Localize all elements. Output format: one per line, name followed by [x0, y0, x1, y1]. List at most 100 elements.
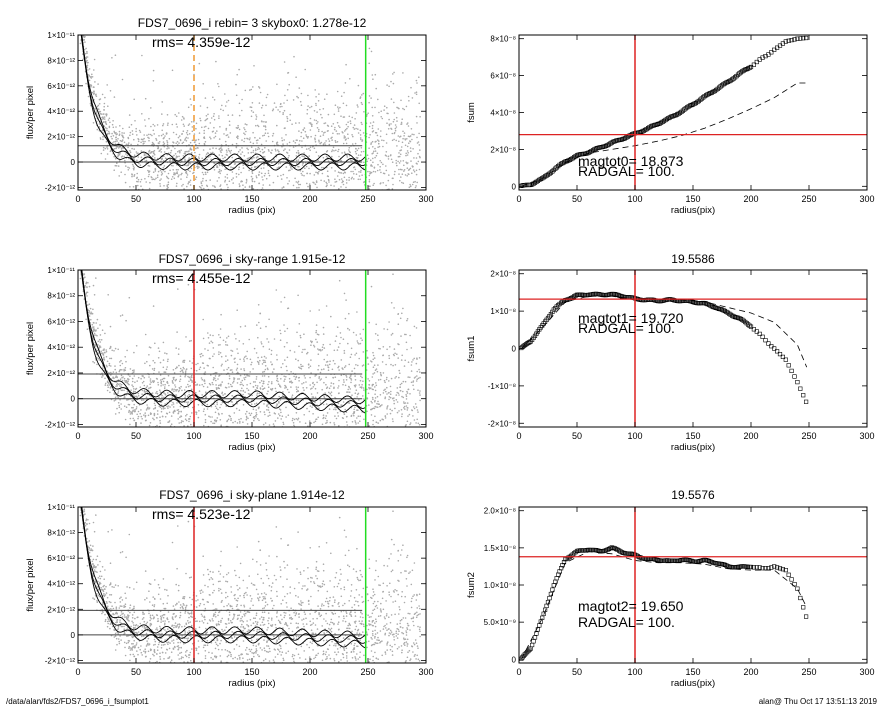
x-tick-label: 250 — [801, 194, 816, 204]
scatter-point — [294, 378, 297, 381]
scatter-point — [312, 181, 314, 184]
scatter-point — [316, 392, 319, 394]
scatter-point — [162, 391, 165, 394]
scatter-point — [79, 42, 82, 45]
scatter-point — [334, 181, 337, 183]
scatter-point — [163, 185, 165, 187]
scatter-point — [100, 339, 103, 341]
scatter-point — [346, 197, 348, 199]
scatter-point — [139, 181, 142, 183]
scatter-point — [271, 140, 274, 143]
scatter-point — [218, 353, 220, 356]
scatter-point — [263, 355, 266, 358]
scatter-point — [393, 441, 395, 443]
scatter-point — [383, 240, 385, 242]
scatter-point — [261, 436, 263, 438]
scatter-point — [187, 163, 190, 165]
scatter-point — [270, 353, 273, 356]
scatter-point — [375, 421, 378, 424]
scatter-point — [319, 379, 322, 381]
scatter-point — [164, 386, 166, 388]
scatter-point — [215, 206, 217, 208]
scatter-point — [79, 252, 81, 254]
scatter-point — [334, 376, 337, 379]
scatter-point — [119, 364, 122, 367]
scatter-point — [133, 154, 136, 156]
square-point — [795, 36, 800, 41]
scatter-point — [380, 161, 383, 164]
scatter-point — [252, 149, 255, 152]
scatter-point — [359, 178, 362, 181]
scatter-point — [288, 377, 291, 380]
scatter-point — [190, 104, 192, 106]
scatter-point — [295, 412, 298, 414]
scatter-point — [284, 359, 286, 361]
scatter-point — [218, 479, 220, 481]
scatter-point — [403, 365, 406, 367]
scatter-point — [234, 241, 236, 243]
scatter-point — [323, 381, 325, 384]
scatter-point — [335, 335, 338, 338]
scatter-point — [310, 372, 312, 374]
scatter-point — [363, 457, 365, 459]
scatter-point — [149, 152, 152, 154]
scatter-point — [334, 396, 336, 399]
scatter-point — [306, 137, 309, 139]
scatter-point — [418, 236, 420, 238]
scatter-point — [302, 170, 304, 173]
scatter-point — [245, 182, 248, 184]
scatter-point — [339, 172, 341, 174]
scatter-point — [253, 419, 255, 422]
scatter-point — [288, 141, 291, 144]
scatter-point — [404, 359, 407, 362]
scatter-point — [347, 137, 350, 140]
scatter-point — [340, 115, 342, 117]
scatter-point — [236, 73, 238, 76]
scatter-point — [263, 411, 266, 413]
scatter-point — [287, 71, 290, 74]
scatter-point — [279, 110, 281, 113]
scatter-point — [259, 411, 262, 413]
scatter-point — [324, 417, 327, 420]
scatter-point — [79, 22, 81, 24]
scatter-point — [289, 219, 291, 221]
scatter-point — [325, 155, 328, 158]
square-point — [783, 39, 788, 44]
scatter-point — [366, 388, 368, 391]
scatter-point — [286, 438, 288, 440]
scatter-point — [263, 380, 265, 383]
square-point — [611, 139, 616, 144]
scatter-point — [82, 254, 84, 256]
scatter-point — [352, 331, 355, 334]
scatter-point — [255, 413, 258, 416]
scatter-point — [184, 160, 186, 162]
scatter-point — [259, 236, 261, 238]
scatter-point — [128, 403, 131, 406]
scatter-point — [178, 200, 180, 202]
scatter-point — [303, 473, 305, 475]
scatter-point — [186, 450, 188, 452]
scatter-point — [255, 352, 258, 354]
scatter-point — [238, 168, 240, 171]
scatter-point — [396, 120, 398, 122]
scatter-point — [234, 420, 236, 423]
scatter-point — [244, 413, 247, 415]
scatter-point — [232, 177, 234, 179]
scatter-point — [134, 390, 136, 393]
scatter-point — [350, 433, 352, 435]
scatter-point — [129, 151, 132, 154]
scatter-point — [182, 183, 184, 186]
scatter-point — [244, 186, 246, 188]
scatter-point — [343, 137, 346, 139]
scatter-point — [259, 91, 262, 94]
scatter-point — [411, 97, 414, 99]
scatter-point — [362, 463, 364, 465]
scatter-point — [146, 408, 148, 410]
scatter-point — [388, 357, 391, 360]
scatter-point — [297, 386, 300, 389]
scatter-point — [379, 135, 382, 138]
scatter-point — [198, 153, 201, 156]
scatter-point — [398, 162, 401, 164]
y-tick-label: 1×10⁻¹¹ — [47, 31, 75, 40]
scatter-point — [236, 363, 239, 366]
